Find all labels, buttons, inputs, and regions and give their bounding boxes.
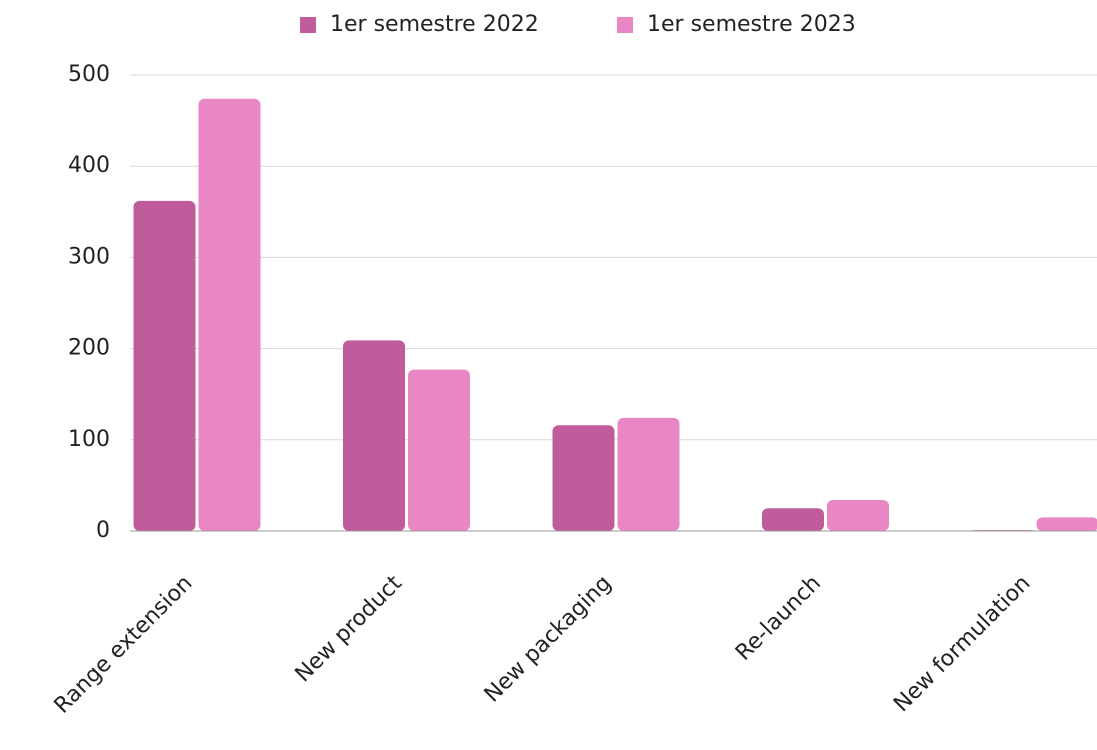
y-tick-label: 100 [68,427,110,452]
x-tick-label: New formulation [889,571,1035,717]
x-tick-label: Range extension [50,571,198,719]
bar [827,499,889,531]
y-tick-label: 300 [68,244,110,269]
bar [408,369,470,531]
y-tick-label: 500 [68,62,110,87]
x-tick-label: New packaging [480,571,617,708]
bar [133,200,196,531]
bar [552,425,615,531]
bar [1036,517,1097,531]
x-tick-label: Re-launch [731,571,826,666]
legend-swatch [300,17,316,33]
legend-label: 1er semestre 2022 [330,12,539,37]
y-tick-label: 400 [68,153,110,178]
y-tick-label: 0 [96,518,110,543]
bar [343,340,405,531]
bar [617,417,680,531]
y-tick-label: 200 [68,336,110,361]
legend-swatch [617,17,633,33]
bar [198,98,261,531]
bar [762,508,824,531]
legend-label: 1er semestre 2023 [647,12,856,37]
x-tick-label: New product [291,571,408,688]
